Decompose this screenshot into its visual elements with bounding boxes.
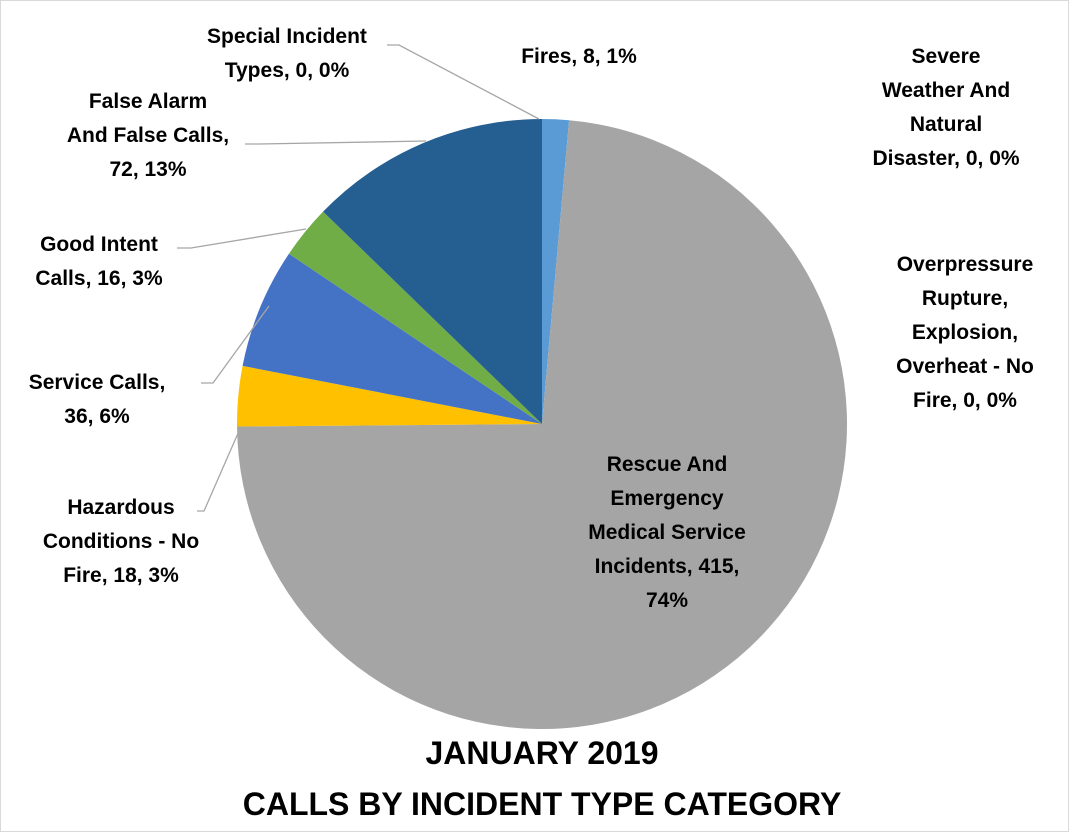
pie-slice-false-alarm-and-false-calls — [323, 119, 542, 424]
pie-slice-good-intent-calls — [288, 211, 542, 424]
pie-slice-hazardous-conditions-no-fire — [236, 365, 542, 427]
pie-slices — [236, 119, 847, 730]
data-label-overpressure-rupture-explosion-overheat-no-fire: Overpressure Rupture, Explosion, Overheat -… — [896, 253, 1034, 412]
data-label-fires: Fires, 8, 1% — [521, 45, 637, 68]
leader-line-hazardous-conditions-no-fire — [197, 430, 240, 512]
data-label-hazardous-conditions-no-fire: Hazardous Conditions - No Fire, 18, 3% — [43, 496, 199, 587]
leader-line-good-intent-calls — [177, 228, 307, 249]
pie-slice-fires — [542, 119, 570, 424]
data-label-service-calls: Service Calls, 36, 6% — [29, 371, 166, 428]
chart-title: JANUARY 2019 — [426, 735, 659, 771]
pie-slice-service-calls — [242, 253, 542, 424]
pie-slice-rescue-and-emergency-medical-service-incidents — [237, 120, 847, 730]
data-label-good-intent-calls: Good Intent Calls, 16, 3% — [35, 233, 163, 290]
data-label-rescue-and-emergency-medical-service-incidents: Rescue And Emergency Medical Service Incide… — [588, 453, 746, 612]
data-label-severe-weather-and-natural-disaster: Severe Weather And Natural Disaster, 0, 0% — [872, 45, 1019, 170]
data-label-special-incident-types: Special Incident Types, 0, 0% — [207, 25, 367, 82]
chart-subtitle: CALLS BY INCIDENT TYPE CATEGORY — [243, 786, 842, 822]
data-labels: Fires, 8, 1% Overpressure Rupture, Explosio… — [29, 25, 1034, 612]
leader-line-special-incident-types — [387, 44, 540, 120]
leader-line-false-alarm-and-false-calls — [245, 140, 427, 145]
leader-lines — [177, 44, 540, 512]
leader-line-service-calls — [201, 305, 270, 384]
data-label-false-alarm-and-false-calls: False Alarm And False Calls, 72, 13% — [67, 90, 229, 181]
